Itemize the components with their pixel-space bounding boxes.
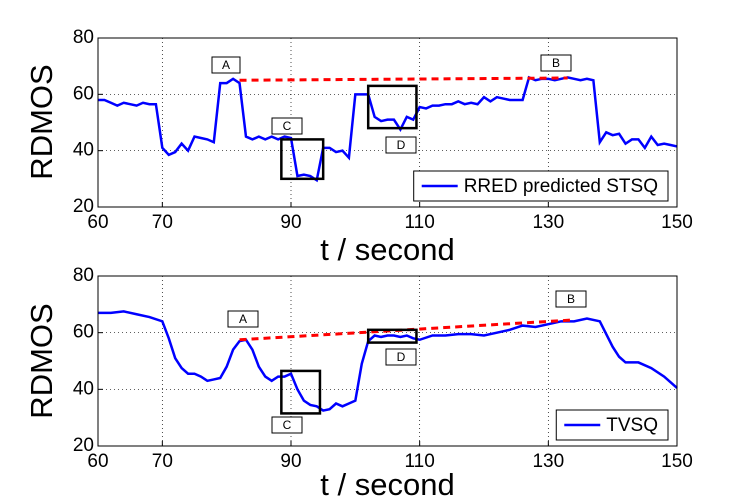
reference-line [239,318,575,342]
y-tick-label: 80 [73,27,94,48]
x-tick-label: 70 [152,451,173,472]
legend-label: TVSQ [606,415,658,436]
y-tick-label: 40 [73,140,94,161]
y-axis-label: RDMOS [24,64,59,179]
annotation-box [211,56,241,74]
x-tick-label: 70 [152,212,173,233]
x-tick-label: 90 [280,451,301,472]
annotation: A [239,312,247,326]
axes-frame [97,275,678,447]
annotation: C [283,119,292,133]
x-tick-label: 130 [532,212,564,233]
highlight-box [366,84,418,130]
y-tick-label: 40 [73,378,94,399]
annotation-box [271,416,303,434]
annotation-box [385,136,417,154]
annotation: D [397,138,406,152]
annotation-box [271,117,303,135]
y-axis-label: RDMOS [24,303,59,418]
y-tick-label: 60 [73,322,94,343]
y-tick-label: 20 [73,196,94,217]
x-tick-label: 130 [532,451,564,472]
axes-frame [97,37,678,208]
annotation: C [283,418,292,432]
annotation-box [385,348,417,366]
y-tick-label: 80 [73,265,94,286]
x-tick-label: 110 [405,451,435,472]
annotation: D [397,350,406,364]
annotation-box [227,310,259,328]
highlight-box [366,328,418,344]
x-tick-label: 110 [405,212,435,233]
x-axis-label: t / second [320,467,454,501]
x-tick-label: 150 [661,451,693,472]
reference-line [239,76,568,82]
data-line [98,310,678,412]
x-axis-label: t / second [320,232,454,267]
x-tick-label: 60 [87,451,108,472]
annotation: B [552,56,560,70]
y-tick-label: 20 [73,435,94,456]
data-line [98,75,678,183]
highlight-box [280,369,322,415]
annotation-box [540,54,572,72]
annotation-box [555,290,587,308]
legend-label: RRED predicted STSQ [464,176,658,197]
annotation: A [222,58,230,72]
y-tick-label: 60 [73,83,94,104]
annotation: B [567,292,575,306]
x-tick-label: 90 [280,212,301,233]
x-tick-label: 60 [87,212,108,233]
x-tick-label: 150 [661,212,693,233]
highlight-box [280,138,325,181]
